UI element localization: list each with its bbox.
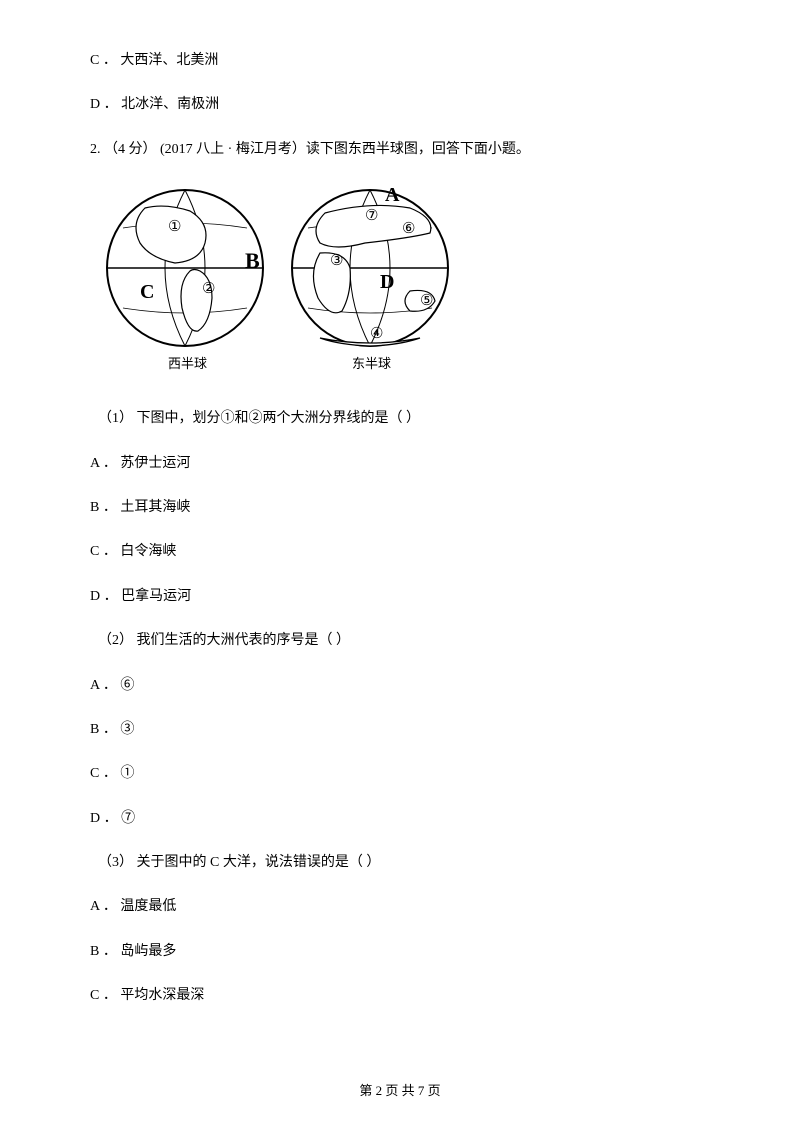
q2-sub1-a: A ． 苏伊士运河 <box>90 453 710 475</box>
svg-text:C: C <box>140 281 154 303</box>
q2-sub1-d: D ． 巴拿马运河 <box>90 586 710 608</box>
q2-sub1-stem: （1） 下图中，划分①和②两个大洲分界线的是（ ） <box>90 408 710 430</box>
east-caption: 东半球 <box>352 356 391 371</box>
q2-sub3-a: A ． 温度最低 <box>90 896 710 918</box>
svg-text:⑤: ⑤ <box>420 293 433 309</box>
q2-sub2-c: C ． ① <box>90 763 710 785</box>
option-d: D ． 北冰洋、南极洲 <box>90 94 710 116</box>
q2-sub2-a: A ． ⑥ <box>90 675 710 697</box>
svg-text:①: ① <box>168 219 181 235</box>
svg-text:③: ③ <box>330 253 343 269</box>
hemisphere-svg: ① ② C B A ⑦ ⑥ ③ D ⑤ ④ 西半球 东半球 <box>90 183 470 383</box>
q2-sub1-b: B ． 土耳其海峡 <box>90 497 710 519</box>
svg-text:②: ② <box>202 281 215 297</box>
q2-stem: 2. （4 分） (2017 八上 · 梅江月考）读下图东西半球图，回答下面小题… <box>90 139 710 161</box>
q2-sub3-stem: （3） 关于图中的 C 大洋，说法错误的是（ ） <box>90 852 710 874</box>
svg-text:B: B <box>245 248 260 273</box>
hemisphere-diagram: ① ② C B A ⑦ ⑥ ③ D ⑤ ④ 西半球 东半球 <box>90 183 710 383</box>
q2-sub3-b: B ． 岛屿最多 <box>90 941 710 963</box>
svg-text:④: ④ <box>370 326 383 342</box>
svg-text:⑦: ⑦ <box>365 208 378 224</box>
q2-sub3-c: C ． 平均水深最深 <box>90 985 710 1007</box>
option-c: C ． 大西洋、北美洲 <box>90 50 710 72</box>
q2-sub2-d: D ． ⑦ <box>90 808 710 830</box>
svg-text:D: D <box>380 271 394 293</box>
svg-text:⑥: ⑥ <box>402 221 415 237</box>
west-caption: 西半球 <box>168 356 207 371</box>
page-footer: 第 2 页 共 7 页 <box>0 1081 800 1102</box>
q2-sub1-c: C ． 白令海峡 <box>90 541 710 563</box>
svg-text:A: A <box>385 184 400 206</box>
q2-sub2-stem: （2） 我们生活的大洲代表的序号是（ ） <box>90 630 710 652</box>
q2-sub2-b: B ． ③ <box>90 719 710 741</box>
